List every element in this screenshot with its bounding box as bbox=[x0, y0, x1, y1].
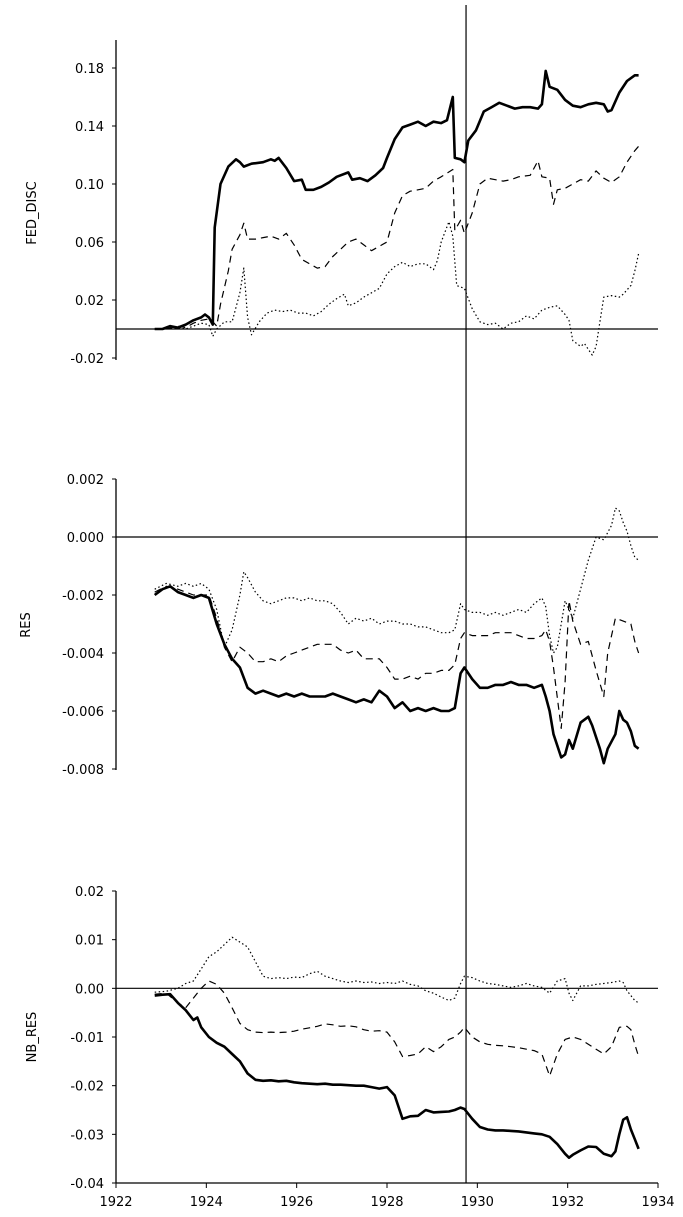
y-tick-label: -0.01 bbox=[70, 1031, 104, 1046]
x-tick-label: 1928 bbox=[370, 1195, 403, 1210]
y-tick-label: 0.02 bbox=[75, 294, 104, 309]
x-tick-label: 1924 bbox=[190, 1195, 223, 1210]
x-tick-label: 1926 bbox=[280, 1195, 313, 1210]
y-tick-label: -0.008 bbox=[62, 763, 104, 778]
x-tick-label: 1932 bbox=[551, 1195, 584, 1210]
y-tick-label: 0.01 bbox=[75, 934, 104, 949]
y-tick-label: 0.02 bbox=[75, 885, 104, 900]
y-tick-label: 0.18 bbox=[75, 62, 104, 77]
x-tick-label: 1934 bbox=[641, 1195, 674, 1210]
series-line-solid bbox=[153, 585, 640, 765]
y-tick-label: -0.002 bbox=[62, 589, 104, 604]
series-line-dashed bbox=[154, 145, 640, 330]
y-axis-title-3: NB_RES bbox=[25, 1012, 40, 1063]
series-line-solid bbox=[154, 69, 639, 331]
y-tick-label: 0.000 bbox=[67, 531, 104, 546]
y-tick-label: 0.14 bbox=[75, 120, 104, 135]
y-tick-label: -0.006 bbox=[62, 705, 104, 720]
x-tick-label: 1922 bbox=[99, 1195, 132, 1210]
y-tick-label: -0.004 bbox=[62, 647, 104, 662]
y-tick-label: -0.02 bbox=[70, 1080, 104, 1095]
series-line-dotted bbox=[154, 507, 639, 654]
y-tick-label: 0.06 bbox=[75, 236, 104, 251]
y-tick-label: -0.03 bbox=[70, 1128, 104, 1143]
x-tick-label: 1930 bbox=[461, 1195, 494, 1210]
y-tick-label: 0.00 bbox=[75, 982, 104, 997]
y-tick-label: 0.002 bbox=[67, 473, 104, 488]
y-tick-label: -0.02 bbox=[70, 352, 104, 367]
y-tick-label: -0.04 bbox=[70, 1177, 104, 1192]
y-axis-title-1: FED_DISC bbox=[25, 181, 40, 244]
series-line-dashed bbox=[154, 980, 640, 1077]
y-axis-title-2: RES bbox=[19, 612, 34, 638]
series-line-solid bbox=[154, 992, 640, 1159]
y-tick-label: 0.10 bbox=[75, 178, 104, 193]
series-line-dotted bbox=[154, 936, 639, 1004]
series-line-dotted bbox=[154, 221, 640, 356]
